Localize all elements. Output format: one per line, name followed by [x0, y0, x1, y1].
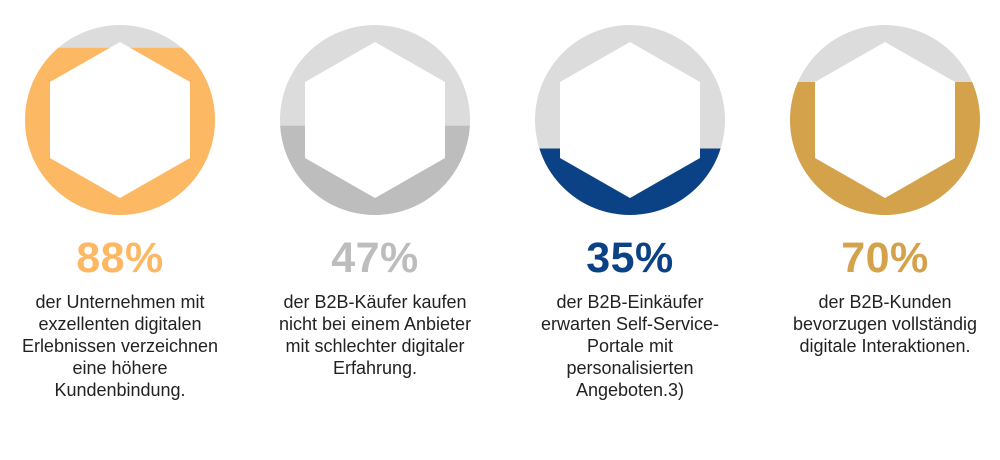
hexagon-shape — [50, 42, 190, 198]
stat-gauge — [25, 25, 215, 215]
hexagon-shape — [305, 42, 445, 198]
stat-percent: 47% — [331, 234, 419, 282]
stat-gauge — [790, 25, 980, 215]
stat-card: 47% der B2B-Käufer kaufen nicht bei eine… — [255, 0, 495, 460]
stat-description: der Unternehmen mit exzellenten digitale… — [21, 292, 219, 400]
stat-description: der B2B-Käufer kaufen nicht bei einem An… — [278, 292, 472, 378]
hexagon-shape — [815, 42, 955, 198]
stat-percent: 70% — [841, 234, 929, 282]
stat-card: 88% der Unternehmen mit exzellenten digi… — [0, 0, 240, 460]
stat-card: 70% der B2B-Kunden bevorzugen vollständi… — [765, 0, 1000, 460]
stat-card: 35% der B2B-Einkäufer erwarten Self-Serv… — [510, 0, 750, 460]
stat-percent: 35% — [586, 234, 674, 282]
stat-description: der B2B-Einkäufer erwarten Self-Service-… — [540, 292, 720, 400]
hexagon-shape — [560, 42, 700, 198]
stat-gauge — [280, 25, 470, 215]
stat-gauge — [535, 25, 725, 215]
stat-percent: 88% — [76, 234, 164, 282]
stat-description: der B2B-Kunden bevorzugen vollständig di… — [792, 292, 978, 356]
